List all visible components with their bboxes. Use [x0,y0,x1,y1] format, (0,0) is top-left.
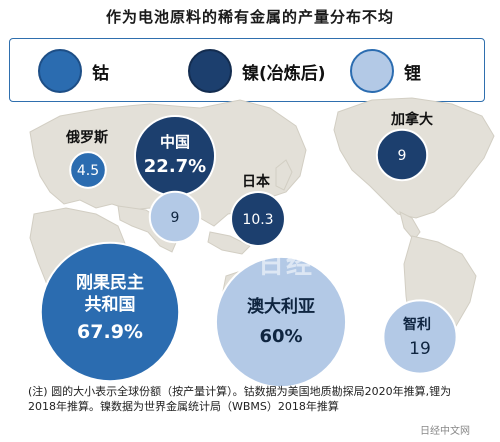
bubble-value-label-1-0: 22.7% [144,156,206,177]
bubble-2-1 [214,255,348,389]
watermark-text: 日经中文网 [258,250,399,280]
legend-swatch-lithium [350,49,394,93]
country-label-japan: 日本 [242,173,271,190]
bubble-country-label-chile: 智利 [402,316,431,333]
bubble-country-label-drc-1: 刚果民主 [76,272,144,293]
bubble-2-2 [382,299,458,375]
bubble-country-label-australia: 澳大利亚 [247,296,315,317]
bubble-0-0 [69,151,107,189]
bubble-value-label-2-2: 19 [409,339,431,359]
bubble-value-label-1-1: 10.3 [242,212,273,228]
legend-swatch-cobalt [38,49,82,93]
bubble-value-label-0-0: 4.5 [77,163,99,179]
bubble-0-1 [39,241,181,383]
legend-label-lithium: 锂 [404,64,421,84]
bubble-value-label-2-1: 60% [259,326,302,347]
country-label-layer: 俄罗斯 日本 加拿大 [65,111,433,190]
bubble-1-2 [375,128,429,182]
footnote: (注) 圆的大小表示全球份额（按产量计算）。钴数据为美国地质勘探局2020年推算… [28,385,452,413]
legend-label-nickel: 镍(冶炼后) [242,64,326,84]
legend: 钴 镍(冶炼后) 锂 [9,38,485,102]
bubble-country-label-drc-2: 共和国 [85,295,136,315]
bubble-value-label-0-1: 67.9% [77,321,143,343]
bubble-2-0 [148,190,202,244]
bubble-value-label-1-2: 9 [398,148,407,164]
japan-landmass [275,159,293,191]
central-america-landmass [399,211,421,241]
southeast-asia-landmass [207,231,251,255]
legend-label-cobalt: 钴 [92,64,109,84]
legend-swatch-nickel [188,49,232,93]
chart-title: 作为电池原料的稀有金属的产量分布不均 [105,8,394,26]
source-credit: 日经中文网 [420,426,470,437]
bubble-value-label-2-0: 9 [171,210,180,226]
bubble-country-label-china: 中国 [160,133,190,151]
country-label-canada: 加拿大 [390,111,433,128]
bubble-1-1 [230,191,286,247]
country-label-russia: 俄罗斯 [65,129,108,146]
